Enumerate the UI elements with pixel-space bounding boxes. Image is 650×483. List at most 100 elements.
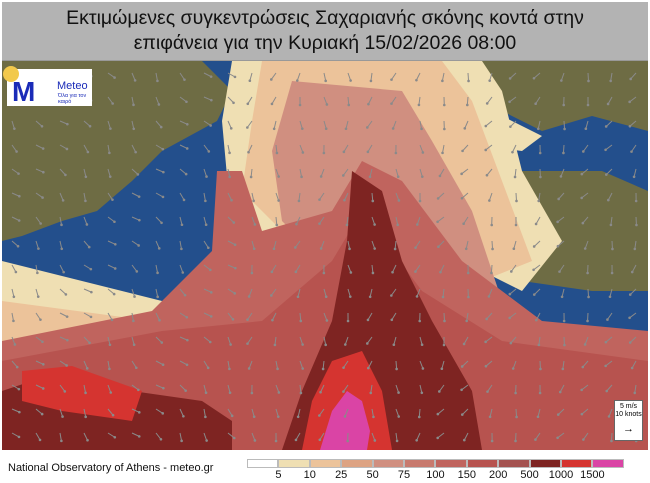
wind-arrow [560,168,565,177]
wind-arrow [441,360,445,369]
wind-arrow-head [113,435,117,439]
wind-arrow-head [299,319,303,323]
wind-arrow-head [556,413,560,416]
wind-arrow [83,168,87,177]
wind-arrow-head [232,101,235,105]
wind-arrow [294,240,301,248]
wind-arrow-head [415,78,418,82]
wind-arrow-head [209,315,213,318]
dust-concentration-map[interactable] [2,61,648,450]
wind-arrow [227,384,231,393]
wind-arrow [489,72,493,81]
wind-arrow [131,384,139,391]
wind-arrow-head [111,413,115,417]
wind-arrow [275,192,280,201]
wind-arrow [107,72,115,78]
wind-arrow-head [135,270,139,273]
wind-arrow [419,168,423,177]
legend-swatch [592,459,624,468]
wind-arrow-head [441,79,444,83]
wind-arrow [538,336,541,345]
wind-arrow-head [181,271,185,274]
wind-arrow-head [343,343,347,346]
wind-arrow [461,360,469,367]
wind-arrow [35,216,42,224]
wind-arrow [35,288,39,297]
wind-arrow-head [628,293,632,296]
wind-arrow [295,216,301,225]
wind-arrow [35,192,43,198]
wind-arrow [533,240,541,247]
wind-arrow-head [246,126,249,129]
wind-arrow-head [344,127,348,131]
wind-arrow [155,312,160,321]
wind-arrow-head [84,415,87,419]
wind-arrow-head [628,124,632,128]
wind-arrow [629,120,637,127]
wind-arrow [367,360,373,369]
wind-arrow [418,96,421,105]
wind-arrow [35,432,41,441]
wind-arrow-head [40,125,44,128]
wind-arrow [610,432,613,442]
wind-arrow-head [271,318,274,322]
wind-arrow [59,168,66,176]
wind-arrow [395,384,400,393]
wind-arrow-head [180,223,184,227]
wind-arrow [227,360,230,369]
wind-arrow-head [580,196,583,200]
wind-arrow [347,72,352,81]
wind-arrow [610,72,613,81]
wind-arrow-head [539,175,542,179]
wind-arrow [488,288,493,297]
wind-arrow-head [515,415,518,419]
wind-arrow [629,96,637,103]
wind-arrow [227,336,232,345]
wind-arrow [11,120,15,129]
wind-arrow [271,264,277,273]
wind-arrow-head [635,223,638,227]
wind-arrow [179,240,182,249]
legend-label: 100 [426,469,445,481]
wind-arrow-head [393,247,397,251]
wind-arrow-head [108,367,111,371]
wind-arrow [319,216,325,224]
wind-arrow [415,72,421,81]
wind-arrow-head [464,247,468,251]
wind-arrow [346,216,349,225]
wind-arrow-head [113,76,116,79]
wind-arrow [83,288,92,293]
wind-arrow-head [250,271,254,275]
wind-arrow [464,120,469,129]
legend-swatch [309,459,342,468]
wind-arrow [419,360,424,369]
wind-arrow-head [209,75,213,78]
wind-arrow-head [397,415,401,418]
legend-label: 1000 [548,469,574,481]
wind-arrow-head [394,151,398,155]
wind-arrow-head [485,173,489,177]
wind-arrow [203,96,212,101]
wind-arrow-head [18,194,21,198]
wind-arrow [629,312,637,319]
wind-arrow-head [299,391,303,395]
wind-arrow-head [372,415,375,419]
wind-arrow [155,168,164,173]
wind-arrow [392,264,397,273]
wind-arrow-head [557,197,560,201]
wind-arrow-head [628,316,631,320]
wind-arrow [535,96,541,104]
wind-arrow [438,384,445,392]
wind-arrow-head [161,195,165,199]
wind-arrow-head [324,79,327,83]
wind-arrow-head [532,268,535,272]
wind-arrow [131,288,136,297]
wind-arrow [59,216,62,225]
wind-arrow-head [85,367,89,370]
wind-arrow [227,96,234,104]
wind-arrow-head [321,367,325,371]
wind-arrow-head [156,295,159,299]
wind-arrow-head [133,295,136,298]
wind-arrow-head [460,172,463,176]
wind-arrow [558,192,565,200]
